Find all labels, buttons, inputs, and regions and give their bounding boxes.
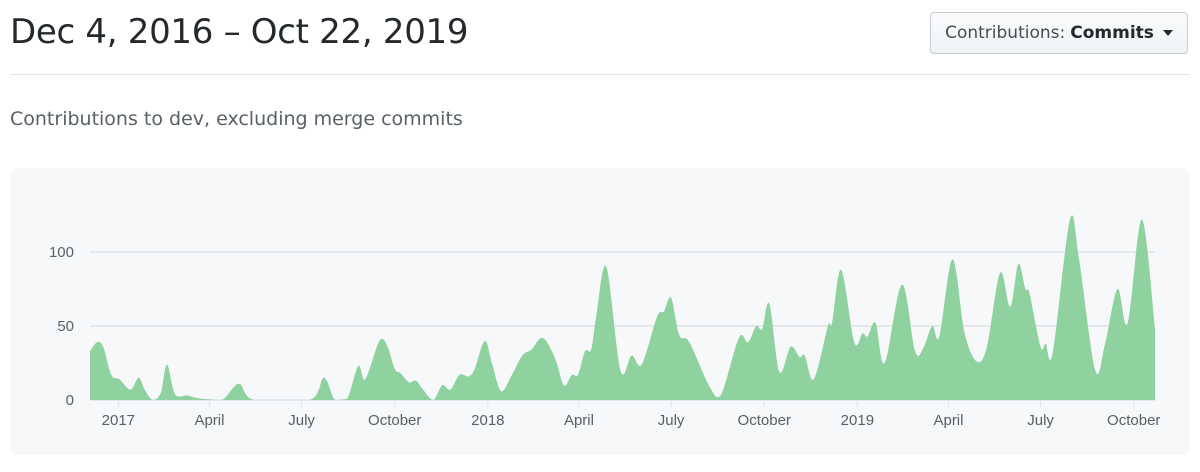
chart-subtitle: Contributions to dev, excluding merge co… <box>10 108 463 130</box>
x-tick-label: 2017 <box>102 412 135 429</box>
dropdown-prefix: Contributions: <box>945 23 1066 43</box>
contributions-type-dropdown[interactable]: Contributions: Commits <box>930 12 1188 54</box>
x-tick-label: October <box>738 412 791 429</box>
y-tick-label: 50 <box>57 318 74 335</box>
contributions-chart: 2017 April July October 2018 April July October… <box>49 215 1160 429</box>
caret-down-icon <box>1162 30 1173 36</box>
x-tick-label: October <box>1107 412 1160 429</box>
y-tick-label: 100 <box>49 244 74 261</box>
x-tick-label: April <box>933 412 963 429</box>
x-tick-label: 2018 <box>471 412 504 429</box>
x-tick-label: July <box>658 412 685 429</box>
chart-card: 2017 April July October 2018 April July October… <box>10 168 1190 455</box>
x-tick-label: April <box>194 412 224 429</box>
dropdown-value: Commits <box>1070 23 1154 43</box>
x-tick-label: October <box>368 412 421 429</box>
divider <box>10 74 1190 75</box>
x-tick-label: 2019 <box>841 412 874 429</box>
commits-area <box>90 215 1155 400</box>
x-tick-label: April <box>564 412 594 429</box>
page-title: Dec 4, 2016 – Oct 22, 2019 <box>10 12 469 52</box>
y-tick-label: 0 <box>66 392 74 409</box>
x-tick-label: July <box>288 412 315 429</box>
x-tick-label: July <box>1027 412 1054 429</box>
